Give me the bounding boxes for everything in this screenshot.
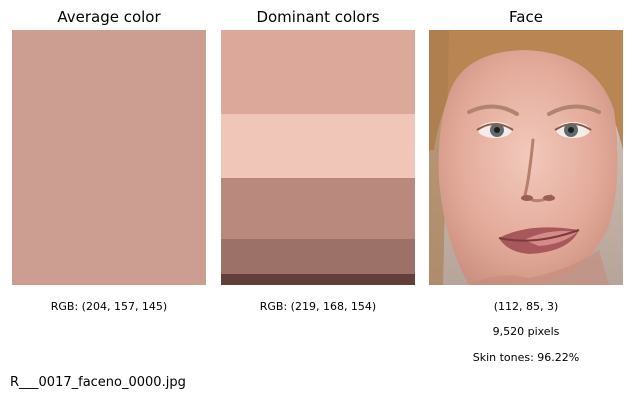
average-color-title: Average color xyxy=(57,8,161,26)
dominant-color-band-3 xyxy=(221,177,415,239)
average-color-rgb-caption: RGB: (204, 157, 145) xyxy=(50,300,168,313)
dominant-colors-title: Dominant colors xyxy=(256,8,380,26)
face-position-caption: (112, 85, 3) xyxy=(493,300,559,313)
dominant-color-band-2 xyxy=(221,113,415,178)
face-title: Face xyxy=(509,8,543,26)
face-skin-tones-caption: Skin tones: 96.22% xyxy=(472,351,580,364)
dominant-color-rgb-caption: RGB: (219, 168, 154) xyxy=(259,300,377,313)
face-image xyxy=(429,30,623,285)
average-color-swatch xyxy=(12,30,206,285)
dominant-color-band-1 xyxy=(221,30,415,114)
dominant-color-band-5 xyxy=(221,273,415,285)
dominant-color-band-4 xyxy=(221,238,415,274)
image-filename: R___0017_faceno_0000.jpg xyxy=(10,375,186,390)
face-pixels-caption: 9,520 pixels xyxy=(492,325,560,338)
dominant-colors-stack xyxy=(221,30,415,285)
